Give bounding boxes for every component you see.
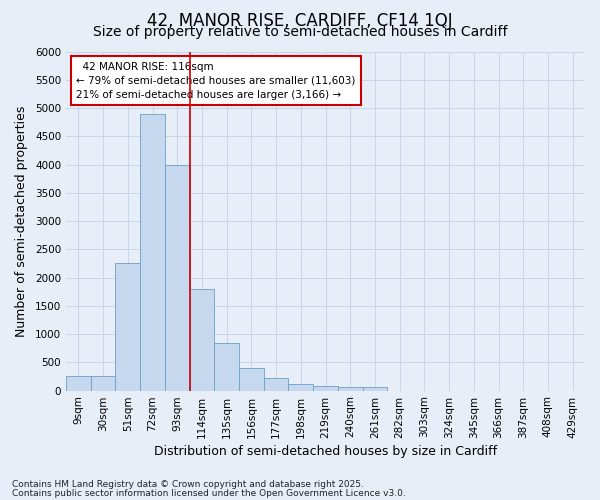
Y-axis label: Number of semi-detached properties: Number of semi-detached properties	[15, 106, 28, 336]
Bar	[115, 264, 140, 390]
Bar	[264, 378, 289, 390]
X-axis label: Distribution of semi-detached houses by size in Cardiff: Distribution of semi-detached houses by …	[154, 444, 497, 458]
Bar	[239, 368, 264, 390]
Bar	[91, 376, 115, 390]
Bar	[165, 164, 190, 390]
Bar	[313, 386, 338, 390]
Bar	[338, 386, 362, 390]
Bar	[190, 289, 214, 390]
Bar	[66, 376, 91, 390]
Text: Contains public sector information licensed under the Open Government Licence v3: Contains public sector information licen…	[12, 488, 406, 498]
Text: Size of property relative to semi-detached houses in Cardiff: Size of property relative to semi-detach…	[93, 25, 507, 39]
Bar	[214, 342, 239, 390]
Text: 42, MANOR RISE, CARDIFF, CF14 1QJ: 42, MANOR RISE, CARDIFF, CF14 1QJ	[147, 12, 453, 30]
Bar	[140, 114, 165, 390]
Text: Contains HM Land Registry data © Crown copyright and database right 2025.: Contains HM Land Registry data © Crown c…	[12, 480, 364, 489]
Bar	[289, 384, 313, 390]
Text: 42 MANOR RISE: 116sqm  
← 79% of semi-detached houses are smaller (11,603)
21% o: 42 MANOR RISE: 116sqm ← 79% of semi-deta…	[76, 62, 356, 100]
Bar	[362, 387, 388, 390]
